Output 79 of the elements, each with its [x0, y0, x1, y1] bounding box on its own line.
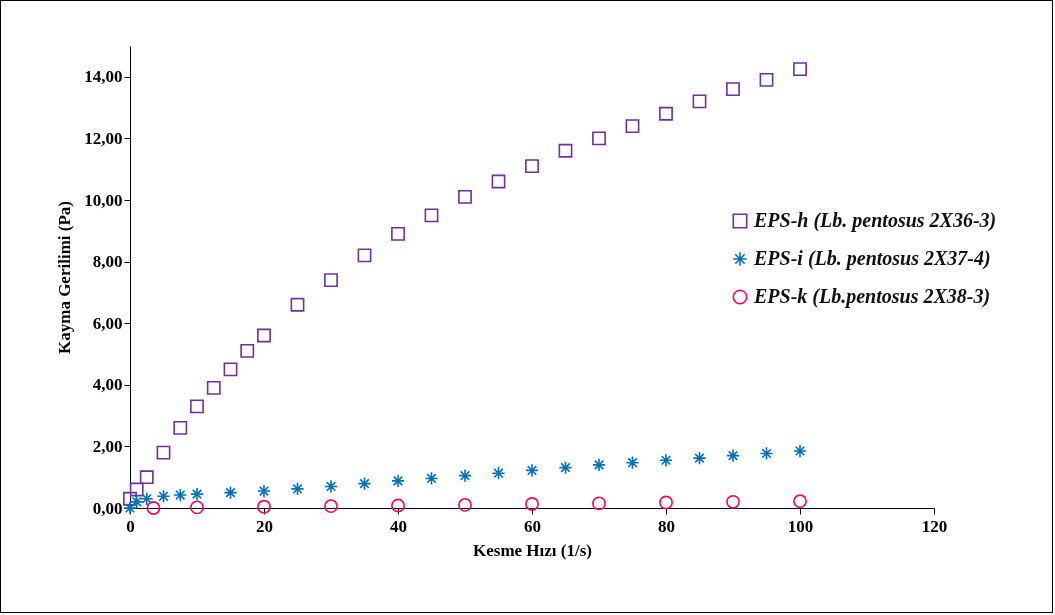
- point: [223, 485, 238, 500]
- y-tick-label: 10,00: [84, 190, 123, 210]
- point: [156, 489, 171, 504]
- point: [173, 421, 188, 435]
- y-tick-label: 8,00: [92, 252, 123, 272]
- point: [391, 498, 405, 513]
- point: [726, 494, 740, 509]
- point: [146, 501, 161, 515]
- point: [525, 463, 539, 478]
- point: [391, 226, 405, 241]
- x-tick-label: 60: [524, 516, 541, 536]
- point: [625, 455, 640, 470]
- point: [123, 491, 137, 506]
- point: [173, 488, 188, 502]
- point: [491, 174, 506, 189]
- point: [290, 481, 305, 496]
- x-tick-label: 0: [126, 516, 135, 536]
- point: [190, 399, 204, 414]
- point: [659, 106, 673, 121]
- y-tick-label: 6,00: [92, 313, 123, 333]
- point: [129, 482, 144, 497]
- point: [592, 457, 606, 472]
- point: [692, 451, 707, 466]
- point: [190, 500, 204, 515]
- point: [240, 344, 255, 358]
- y-tick-label: 4,00: [92, 375, 123, 395]
- x-tick-label: 100: [787, 516, 814, 536]
- y-axis-title: Kayma Gerilimi (Pa): [55, 201, 75, 354]
- point: [223, 362, 238, 377]
- legend-label: EPS-k (Lb.pentosus 2X38-3): [753, 285, 991, 308]
- point: [324, 273, 338, 287]
- point: [592, 496, 606, 511]
- point: [793, 62, 807, 77]
- point: [726, 82, 740, 97]
- point: [726, 448, 740, 463]
- point: [139, 470, 154, 485]
- point: [525, 159, 539, 174]
- point: [257, 328, 271, 343]
- point: [206, 380, 221, 395]
- point: [424, 471, 439, 486]
- point: [324, 499, 338, 514]
- point: [324, 479, 338, 494]
- point: [692, 94, 707, 109]
- point: [491, 466, 506, 481]
- point: [257, 484, 271, 498]
- x-tick-label: 80: [658, 516, 675, 536]
- point: [759, 72, 774, 87]
- y-tick-label: 14,00: [84, 67, 123, 87]
- point: [793, 444, 807, 458]
- point: [357, 476, 372, 491]
- point: [123, 501, 137, 515]
- x-tick-label: 120: [921, 516, 948, 536]
- y-tick-label: 2,00: [92, 436, 123, 456]
- point: [759, 446, 774, 461]
- legend-label: EPS-h (Lb. pentosus 2X36-3): [753, 209, 997, 232]
- point: [458, 190, 472, 204]
- point: [391, 473, 405, 488]
- point: [625, 119, 640, 133]
- legend-label: EPS-i (Lb. pentosus 2X37-4): [753, 247, 991, 270]
- point: [558, 143, 573, 158]
- point: [659, 495, 673, 510]
- point: [558, 460, 573, 475]
- point: [458, 498, 472, 512]
- point: [659, 453, 673, 468]
- y-tick-label: 0,00: [92, 498, 123, 518]
- point: [357, 248, 372, 263]
- point: [190, 487, 204, 502]
- point: [290, 297, 305, 312]
- point: [592, 131, 606, 146]
- point: [793, 494, 807, 509]
- point: [525, 497, 539, 511]
- point: [156, 445, 171, 460]
- point: [424, 208, 439, 223]
- y-tick-label: 12,00: [84, 128, 123, 148]
- point: [257, 499, 271, 514]
- point: [458, 468, 472, 483]
- x-tick-label: 40: [390, 516, 407, 536]
- x-axis-title: Kesme Hızı (1/s): [473, 540, 592, 560]
- x-tick-label: 20: [256, 516, 273, 536]
